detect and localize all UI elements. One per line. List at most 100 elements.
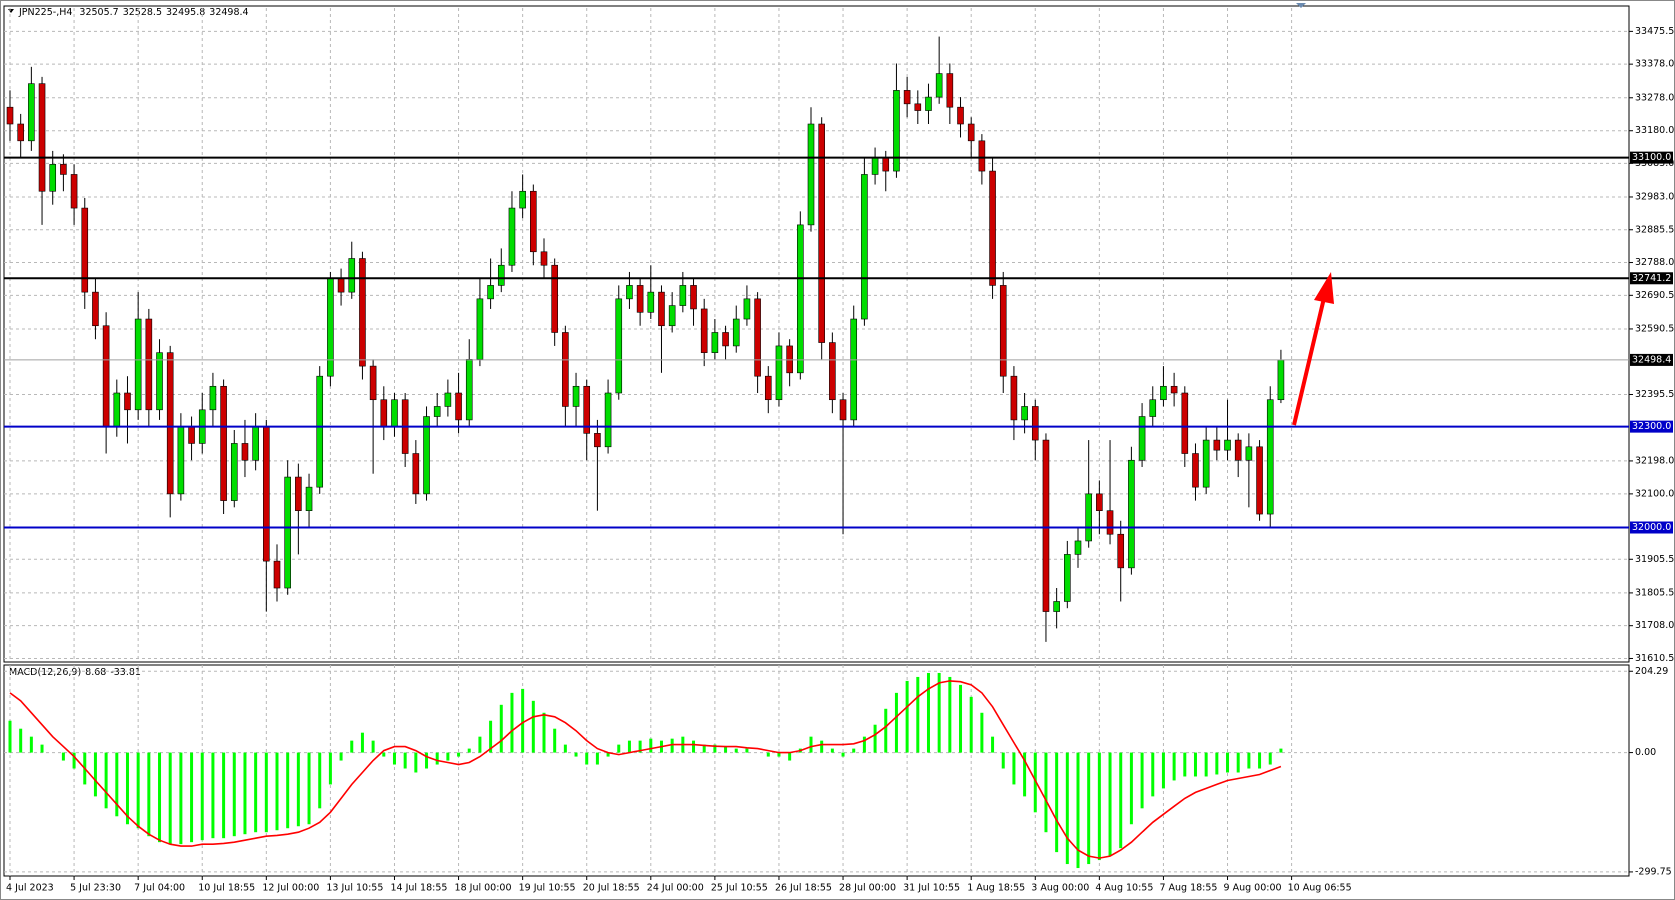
candle-body bbox=[732, 318, 740, 347]
candle-body bbox=[893, 90, 900, 172]
candle-body bbox=[465, 359, 473, 421]
candle-body bbox=[1138, 416, 1146, 461]
candle-body bbox=[690, 285, 697, 310]
candle-body bbox=[540, 251, 548, 266]
candle-body bbox=[914, 103, 922, 111]
last-price-label: 32498.4 bbox=[1632, 354, 1671, 365]
candle-body bbox=[530, 190, 537, 253]
candle-body bbox=[327, 278, 334, 377]
macd-histogram-bar bbox=[862, 736, 866, 753]
candle-body bbox=[743, 298, 751, 320]
macd-histogram-bar bbox=[916, 676, 920, 753]
annotation-arrow bbox=[1292, 272, 1334, 426]
macd-histogram-bar bbox=[457, 752, 461, 757]
candle-body bbox=[1277, 359, 1285, 401]
macd-histogram-bar bbox=[905, 680, 909, 753]
candle-body bbox=[615, 298, 623, 394]
candle-body bbox=[273, 560, 281, 589]
macd-histogram-bar bbox=[638, 740, 642, 753]
macd-histogram-bar bbox=[713, 744, 717, 753]
macd-histogram-bar bbox=[894, 692, 898, 753]
macd-histogram-bar bbox=[1108, 752, 1112, 857]
macd-signal-line bbox=[9, 680, 1282, 859]
macd-histogram-bar bbox=[72, 752, 76, 769]
x-tick-label: 7 Jul 04:00 bbox=[134, 883, 185, 894]
candle-body bbox=[658, 291, 665, 327]
candle-body bbox=[957, 106, 964, 125]
candle-body bbox=[861, 174, 868, 320]
level-label-box bbox=[1630, 420, 1673, 433]
x-tick-label: 18 Jul 00:00 bbox=[455, 883, 512, 894]
y-tick-label: 33475.5 bbox=[1635, 26, 1674, 37]
macd-histogram-bar bbox=[254, 752, 258, 833]
candle-body bbox=[1042, 439, 1050, 612]
level-label: 32741.2 bbox=[1632, 273, 1671, 284]
candle-body bbox=[124, 392, 131, 411]
macd-histogram-bar bbox=[168, 752, 172, 845]
y-tick-label: 32885.5 bbox=[1635, 224, 1674, 235]
macd-histogram-bar bbox=[296, 752, 300, 827]
candle-body bbox=[60, 164, 67, 175]
candle-body bbox=[1170, 385, 1178, 394]
macd-header: MACD(12,26,9) 8.68 -33.81 bbox=[9, 667, 141, 678]
macd-histogram-bar bbox=[1151, 752, 1155, 797]
macd-histogram-bar bbox=[980, 712, 984, 753]
macd-histogram-bar bbox=[1055, 752, 1059, 853]
candle-body bbox=[1202, 439, 1210, 488]
low-value: 32495.8 bbox=[166, 7, 205, 18]
macd-histogram-bar bbox=[211, 752, 215, 839]
macd-histogram-bar bbox=[627, 740, 631, 753]
shift-marker[interactable] bbox=[1296, 3, 1306, 8]
macd-histogram-bar bbox=[179, 752, 183, 845]
y-tick-label: 0.00 bbox=[1635, 747, 1656, 758]
candle-body bbox=[17, 123, 24, 142]
candle-body bbox=[1053, 601, 1060, 612]
candle-body bbox=[145, 318, 153, 411]
candle-body bbox=[391, 399, 398, 427]
candle-body bbox=[1085, 493, 1092, 542]
candle-body bbox=[252, 426, 259, 461]
macd-histogram-bar bbox=[489, 720, 493, 753]
macd-histogram-bar bbox=[1258, 752, 1262, 769]
candle-body bbox=[1021, 406, 1028, 421]
open-value: 32505.7 bbox=[79, 7, 118, 18]
candle-body bbox=[935, 73, 943, 98]
macd-histogram-bar bbox=[222, 752, 226, 839]
macd-histogram-bar bbox=[937, 672, 941, 753]
candle-body bbox=[925, 96, 932, 111]
macd-histogram-bar bbox=[766, 752, 770, 757]
candle-body bbox=[1245, 446, 1253, 461]
last-price-box bbox=[1630, 353, 1673, 366]
macd-histogram-bar bbox=[286, 752, 290, 829]
macd-histogram-bar bbox=[147, 752, 151, 837]
candle-body bbox=[700, 308, 708, 353]
arrow-head bbox=[1314, 272, 1334, 304]
macd-histogram-bar bbox=[542, 712, 546, 753]
candle-body bbox=[305, 486, 313, 511]
macd-histogram-bar bbox=[852, 748, 856, 753]
candle-body bbox=[166, 352, 174, 495]
macd-histogram-bar bbox=[435, 752, 439, 765]
candle-body bbox=[775, 345, 783, 401]
macd-signal-value: -33.81 bbox=[110, 667, 141, 678]
candle-body bbox=[636, 285, 644, 313]
candle-body bbox=[497, 264, 505, 286]
candle-body bbox=[6, 106, 14, 125]
candle-body bbox=[572, 385, 580, 407]
y-tick-label: 31805.5 bbox=[1635, 587, 1674, 598]
macd-histogram-bar bbox=[1119, 752, 1123, 849]
candle-body bbox=[188, 426, 195, 444]
candle-body bbox=[1160, 385, 1167, 401]
macd-histogram-bar bbox=[371, 740, 375, 753]
candle-body bbox=[818, 123, 825, 343]
candle-body bbox=[1128, 459, 1135, 569]
macd-histogram-bar bbox=[1268, 752, 1272, 765]
candle-body bbox=[711, 332, 719, 353]
macd-histogram-bar bbox=[1001, 752, 1005, 769]
macd-histogram-bar bbox=[275, 752, 279, 831]
candle-body bbox=[444, 392, 452, 407]
macd-histogram-bar bbox=[1236, 752, 1240, 773]
x-tick-label: 3 Aug 00:00 bbox=[1031, 883, 1089, 894]
